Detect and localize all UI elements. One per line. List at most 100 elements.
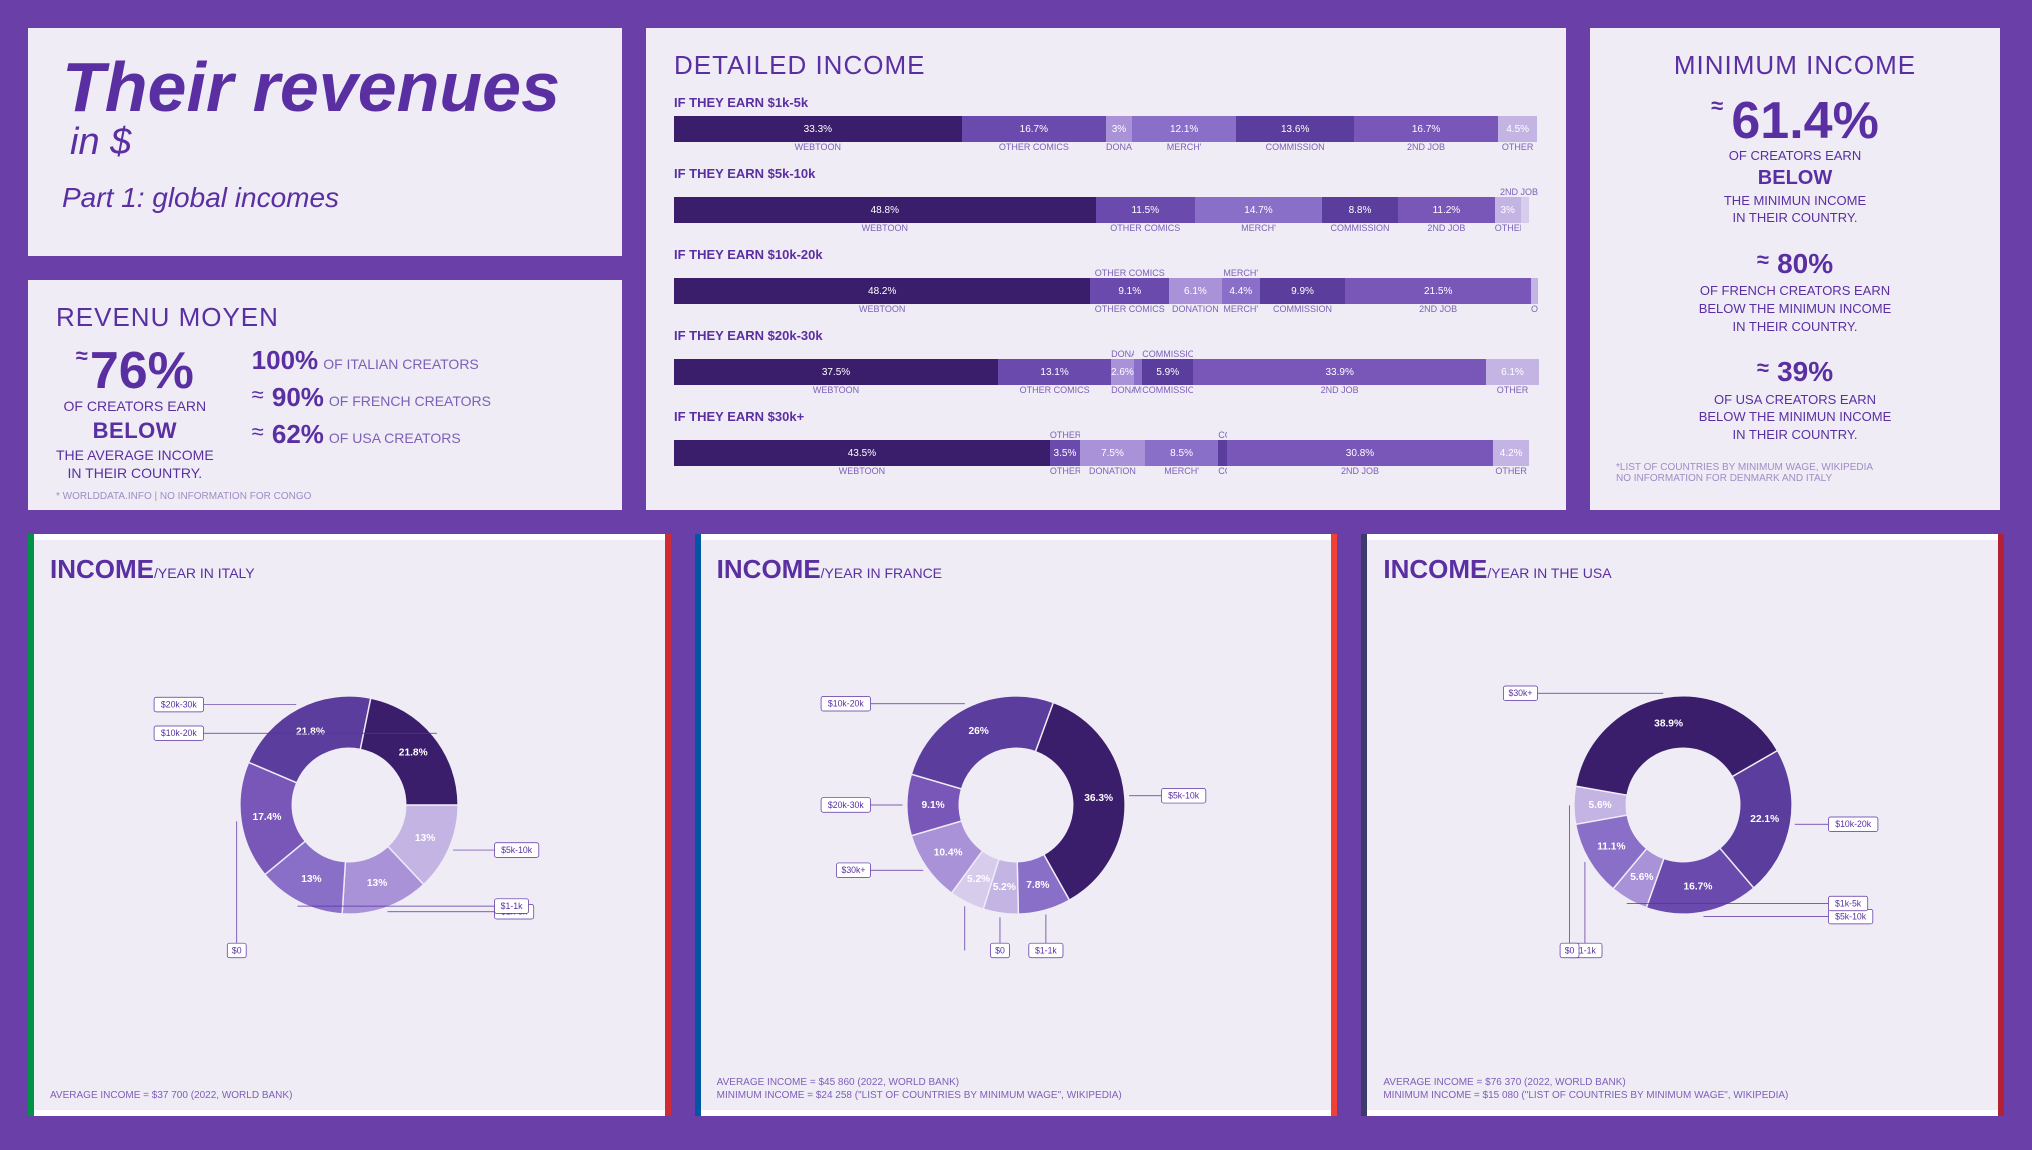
minimum-block: ≈ 61.4%OF CREATORS EARNBELOWTHE MINIMUN … [1616, 95, 1974, 227]
donut-chart: 36.3%$5k-10k7.8%$1-1k5.2%$05.2%10.4%$30k… [717, 585, 1316, 1025]
bar-segment [1134, 359, 1143, 385]
donut-chart: 22.1% $10k-20k 16.7% $5k-10k 5.6% $1k-5k 11.1%… [1383, 585, 1982, 1025]
bar-segment: 30.8% [1227, 440, 1493, 466]
slice-label: $5k-10k [1168, 791, 1200, 801]
bar-segment: 14.7% [1195, 197, 1322, 223]
slice-pct: 38.9% [1654, 718, 1683, 729]
revenu-moyen-panel: REVENU MOYEN ≈76% OF CREATORS EARN BELOW… [28, 280, 622, 510]
slice-label: $30k+ [1508, 688, 1532, 698]
bar-segment: 8.5% [1145, 440, 1218, 466]
stacked-bar: 33.3%16.7%3%12.1%13.6%16.7%4.5% [674, 116, 1538, 142]
income-france-panel: INCOME/YEAR IN FRANCE 36.3% $5k-10k 7.8% $1-… [695, 534, 1338, 1116]
slice-label: $0 [995, 945, 1005, 955]
slice-label: $1k-5k [1835, 898, 1862, 908]
minimum-blocks: ≈ 61.4%OF CREATORS EARNBELOWTHE MINIMUN … [1616, 95, 1974, 444]
detailed-income-panel: DETAILED INCOME IF THEY EARN $1k-5k33.3%… [646, 28, 1566, 510]
donut-title: INCOME/YEAR IN ITALY [50, 554, 649, 585]
slice-label: $20k-30k [161, 699, 198, 709]
slice-pct: 36.3% [1084, 793, 1113, 804]
revenu-side-item: ≈ 62% OF USA CREATORS [252, 419, 491, 450]
bar-segment: 13.6% [1236, 116, 1354, 142]
donut-title: INCOME/YEAR IN THE USA [1383, 554, 1982, 585]
slice-pct: 9.1% [921, 800, 944, 811]
donut-title: INCOME/YEAR IN FRANCE [717, 554, 1316, 585]
bar-segment: 48.8% [674, 197, 1096, 223]
minimum-block: ≈ 80%OF FRENCH CREATORS EARNBELOW THE MI… [1616, 245, 1974, 335]
stacked-bar: 48.8%11.5%14.7%8.8%11.2%3% [674, 197, 1538, 223]
bar-segment: 16.7% [1354, 116, 1498, 142]
income-bar-row: IF THEY EARN $10k-20kOTHER COMICSMERCH'4… [674, 247, 1538, 314]
detailed-rows: IF THEY EARN $1k-5k33.3%16.7%3%12.1%13.6… [674, 95, 1538, 476]
revenu-footnote: * WORLDDATA.INFO | NO INFORMATION FOR CO… [56, 491, 594, 502]
slice-pct: 21.8% [296, 727, 325, 738]
slice-pct: 5.6% [1588, 800, 1611, 811]
minimum-block: ≈ 39%OF USA CREATORS EARNBELOW THE MINIM… [1616, 353, 1974, 443]
slice-pct: 22.1% [1750, 814, 1779, 825]
bar-segment [1531, 278, 1538, 304]
minimum-income-panel: MINIMUM INCOME ≈ 61.4%OF CREATORS EARNBE… [1590, 28, 2000, 510]
slice-pct: 5.6% [1630, 872, 1653, 883]
slice-label: $30k+ [841, 865, 865, 875]
slice-pct: 11.1% [1597, 842, 1625, 853]
bar-segment: 21.5% [1345, 278, 1531, 304]
bar-segment: 6.1% [1169, 278, 1222, 304]
stacked-bar: 37.5%13.1%2.6%5.9%33.9%6.1% [674, 359, 1538, 385]
bar-segment: 11.2% [1398, 197, 1495, 223]
bar-segment: 33.9% [1193, 359, 1486, 385]
slice-pct: 7.8% [1026, 880, 1049, 891]
bar-segment: 3.5% [1050, 440, 1080, 466]
revenu-body: ≈76% OF CREATORS EARN BELOW THE AVERAGE … [56, 345, 594, 483]
slice-label: $10k-20k [161, 728, 198, 738]
slice-pct: 5.2% [967, 874, 990, 885]
income-bar-row: IF THEY EARN $5k-10k2ND JOB48.8%11.5%14.… [674, 166, 1538, 233]
bar-segment: 4.4% [1222, 278, 1260, 304]
revenu-main-pct: 76% [90, 342, 194, 400]
title-main: Their revenues in $ [62, 54, 588, 164]
income-bar-row: IF THEY EARN $20k-30kDONATIONCOMMISSION3… [674, 328, 1538, 395]
slice-label: $5k-10k [501, 845, 533, 855]
slice-label: $20k-30k [828, 800, 865, 810]
income-bar-row: IF THEY EARN $1k-5k33.3%16.7%3%12.1%13.6… [674, 95, 1538, 152]
income-italy-panel: INCOME/YEAR IN ITALY13%$5k-10k13%$1k-5k1… [28, 534, 671, 1116]
bar-segment: 3% [1106, 116, 1132, 142]
revenu-main-stat: ≈76% OF CREATORS EARN BELOW THE AVERAGE … [56, 345, 214, 483]
bar-segment: 3% [1495, 197, 1521, 223]
slice-pct: 10.4% [934, 848, 963, 859]
slice-label: $1-1k [1035, 945, 1057, 955]
slice-pct: 26% [968, 726, 988, 737]
stacked-bar: 43.5%3.5%7.5%8.5%30.8%4.2% [674, 440, 1538, 466]
donut-footer: AVERAGE INCOME = $37 700 (2022, WORLD BA… [50, 1089, 292, 1102]
title-main-text: Their revenues [62, 48, 560, 126]
bar-segment: 7.5% [1080, 440, 1145, 466]
left-col: Their revenues in $ Part 1: global incom… [28, 28, 622, 510]
bar-segment: 6.1% [1486, 359, 1539, 385]
revenu-title: REVENU MOYEN [56, 302, 594, 333]
income-bar-row: IF THEY EARN $30k+OTHER COMICSCOMMISSION… [674, 409, 1538, 476]
title-unit: in $ [70, 121, 131, 163]
income-usa-panel: INCOME/YEAR IN THE USA 22.1% $10k-20k 16.7%… [1361, 534, 2004, 1116]
slice-pct: 13% [302, 874, 322, 885]
donut-footer: AVERAGE INCOME = $76 370 (2022, WORLD BA… [1383, 1076, 1788, 1102]
bar-segment: 33.3% [674, 116, 962, 142]
slice-label: $5k-10k [1835, 912, 1867, 922]
slice-label: $0 [1564, 945, 1574, 955]
minimum-title: MINIMUM INCOME [1616, 50, 1974, 81]
minimum-footnote: *LIST OF COUNTRIES BY MINIMUM WAGE, WIKI… [1616, 462, 1974, 484]
bar-segment: 43.5% [674, 440, 1050, 466]
slice-pct: 21.8% [399, 747, 428, 758]
title-panel: Their revenues in $ Part 1: global incom… [28, 28, 622, 256]
slice-label: $0 [232, 945, 242, 955]
bar-segment: 13.1% [998, 359, 1111, 385]
donut-row: INCOME/YEAR IN ITALY13%$5k-10k13%$1k-5k1… [28, 534, 2004, 1116]
donut-slice [249, 696, 371, 783]
bar-segment: 9.1% [1090, 278, 1169, 304]
revenu-side-item: 100% OF ITALIAN CREATORS [252, 345, 491, 376]
donut-slice [911, 696, 1053, 789]
revenu-side-stats: 100% OF ITALIAN CREATORS≈ 90% OF FRENCH … [252, 345, 491, 483]
stacked-bar: 48.2%9.1%6.1%4.4%9.9%21.5% [674, 278, 1538, 304]
slice-label: $10k-20k [828, 699, 865, 709]
slice-label: $10k-20k [1835, 819, 1872, 829]
bar-segment: 48.2% [674, 278, 1090, 304]
bar-segment: 2.6% [1111, 359, 1133, 385]
slice-pct: 16.7% [1683, 881, 1712, 892]
